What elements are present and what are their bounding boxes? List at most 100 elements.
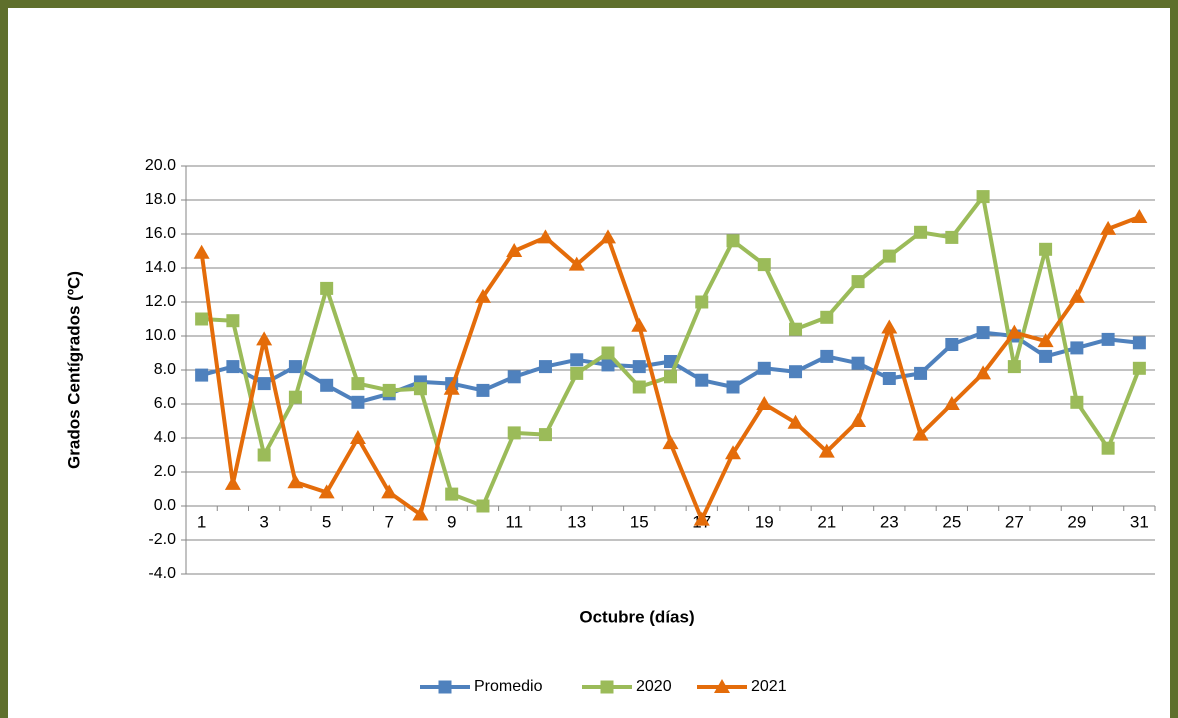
marker: [1039, 242, 1053, 256]
marker: [195, 312, 209, 326]
x-tick-label: 3: [259, 512, 268, 531]
marker: [851, 356, 865, 370]
y-tick-label: 12.0: [145, 293, 176, 310]
marker: [757, 361, 771, 375]
marker: [537, 229, 554, 244]
marker: [787, 414, 804, 429]
marker: [288, 390, 302, 404]
marker: [349, 430, 366, 444]
marker: [257, 448, 271, 462]
x-tick-label: 5: [322, 512, 331, 531]
marker: [445, 487, 459, 501]
marker: [945, 230, 959, 244]
y-tick-label: 10.0: [145, 327, 176, 344]
marker: [882, 249, 896, 263]
marker: [476, 383, 490, 397]
marker: [662, 435, 679, 450]
x-tick-label: 1: [197, 512, 206, 531]
x-tick-label: 25: [942, 512, 961, 531]
marker: [226, 314, 240, 328]
marker: [320, 378, 334, 392]
marker: [1131, 209, 1148, 223]
marker: [881, 319, 898, 334]
marker: [1101, 332, 1115, 346]
marker: [975, 365, 992, 380]
marker: [601, 358, 615, 372]
marker: [1007, 360, 1021, 374]
marker: [256, 331, 273, 346]
marker: [288, 360, 302, 374]
marker: [820, 310, 834, 324]
marker: [1068, 288, 1085, 303]
marker: [914, 366, 928, 380]
marker: [413, 382, 427, 396]
marker: [851, 275, 865, 289]
marker: [570, 353, 584, 367]
marker: [195, 368, 209, 382]
y-tick-label: -4.0: [148, 565, 176, 582]
y-tick-label: 18.0: [145, 191, 176, 208]
y-tick-label: 8.0: [154, 361, 176, 378]
x-tick-label: 11: [505, 512, 523, 531]
marker: [664, 370, 677, 384]
marker: [599, 229, 616, 244]
marker: [257, 377, 271, 391]
marker: [474, 288, 491, 303]
x-tick-label: 27: [1005, 512, 1024, 531]
marker: [538, 360, 552, 374]
x-tick-label: 29: [1067, 512, 1086, 531]
marker: [914, 225, 928, 239]
x-tick-label: 21: [817, 512, 836, 531]
marker: [976, 190, 990, 204]
x-tick-label: 13: [567, 512, 586, 531]
marker: [1101, 441, 1115, 455]
marker: [912, 426, 929, 441]
x-tick-label: 7: [384, 512, 393, 531]
marker: [601, 346, 615, 360]
marker: [507, 426, 521, 440]
marker: [476, 499, 490, 513]
marker: [224, 475, 241, 490]
y-tick-label: 6.0: [154, 395, 176, 412]
marker: [1132, 361, 1146, 375]
marker: [943, 396, 960, 410]
marker: [1070, 395, 1084, 409]
marker: [632, 380, 646, 394]
marker: [1132, 336, 1146, 350]
marker: [506, 243, 523, 257]
marker: [320, 281, 334, 295]
marker: [1037, 333, 1054, 348]
marker: [725, 445, 742, 460]
y-tick-label: 14.0: [145, 259, 176, 276]
marker: [850, 413, 867, 427]
marker: [820, 349, 834, 363]
marker: [818, 443, 835, 458]
marker: [193, 244, 210, 259]
marker: [381, 484, 398, 499]
marker: [693, 511, 710, 526]
marker: [726, 380, 740, 394]
y-tick-label: 0.0: [154, 497, 176, 514]
marker: [1070, 341, 1084, 355]
marker: [538, 428, 552, 442]
y-tick-label: 20.0: [145, 157, 176, 174]
marker: [631, 317, 648, 332]
x-tick-label: 31: [1130, 512, 1149, 531]
marker: [287, 474, 304, 489]
marker: [1006, 324, 1023, 339]
marker: [318, 484, 335, 499]
y-tick-label: -2.0: [148, 531, 176, 548]
marker: [382, 383, 396, 397]
legend-label: 2020: [636, 678, 672, 695]
y-tick-label: 16.0: [145, 225, 176, 242]
marker: [438, 680, 452, 694]
marker: [756, 396, 773, 410]
marker: [714, 679, 730, 693]
x-tick-label: 9: [447, 512, 456, 531]
marker: [226, 360, 240, 374]
marker: [726, 234, 740, 248]
marker: [632, 360, 646, 374]
legend-label: 2021: [751, 678, 787, 695]
